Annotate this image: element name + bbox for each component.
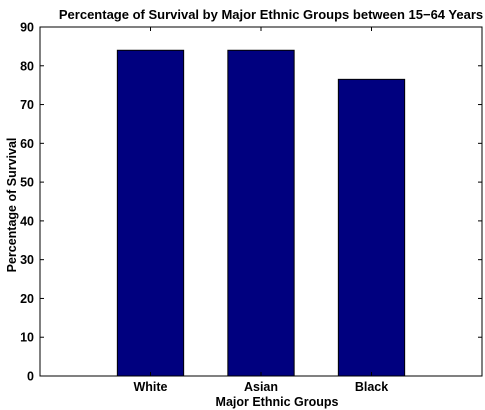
y-tick-label: 60 [20,137,34,151]
y-tick-label: 20 [20,292,34,306]
x-tick-label: White [133,380,167,394]
y-tick-label: 80 [20,59,34,73]
axes-group: White Asian Black 0 10 20 30 40 50 60 70 80 90 [20,21,483,394]
y-tick-label: 0 [27,370,34,384]
y-tick-label: 30 [20,253,34,267]
y-axis-label: Percentage of Survival [5,138,19,273]
y-tick-label: 10 [20,331,34,345]
x-tick-label: Black [355,380,388,394]
bar-white [116,49,185,377]
x-tick-label: Asian [244,380,278,394]
y-tick-label: 40 [20,214,34,228]
x-axis-label: Major Ethnic Groups [216,395,339,409]
bar-asian [227,49,295,377]
y-tick-label: 50 [20,176,34,190]
y-tick-label: 90 [20,21,34,35]
plot-frame [39,26,483,377]
y-tick-label: 70 [20,98,34,112]
bar-black [337,78,406,377]
chart-title: Percentage of Survival by Major Ethnic G… [59,7,483,22]
bars-group [116,49,406,377]
